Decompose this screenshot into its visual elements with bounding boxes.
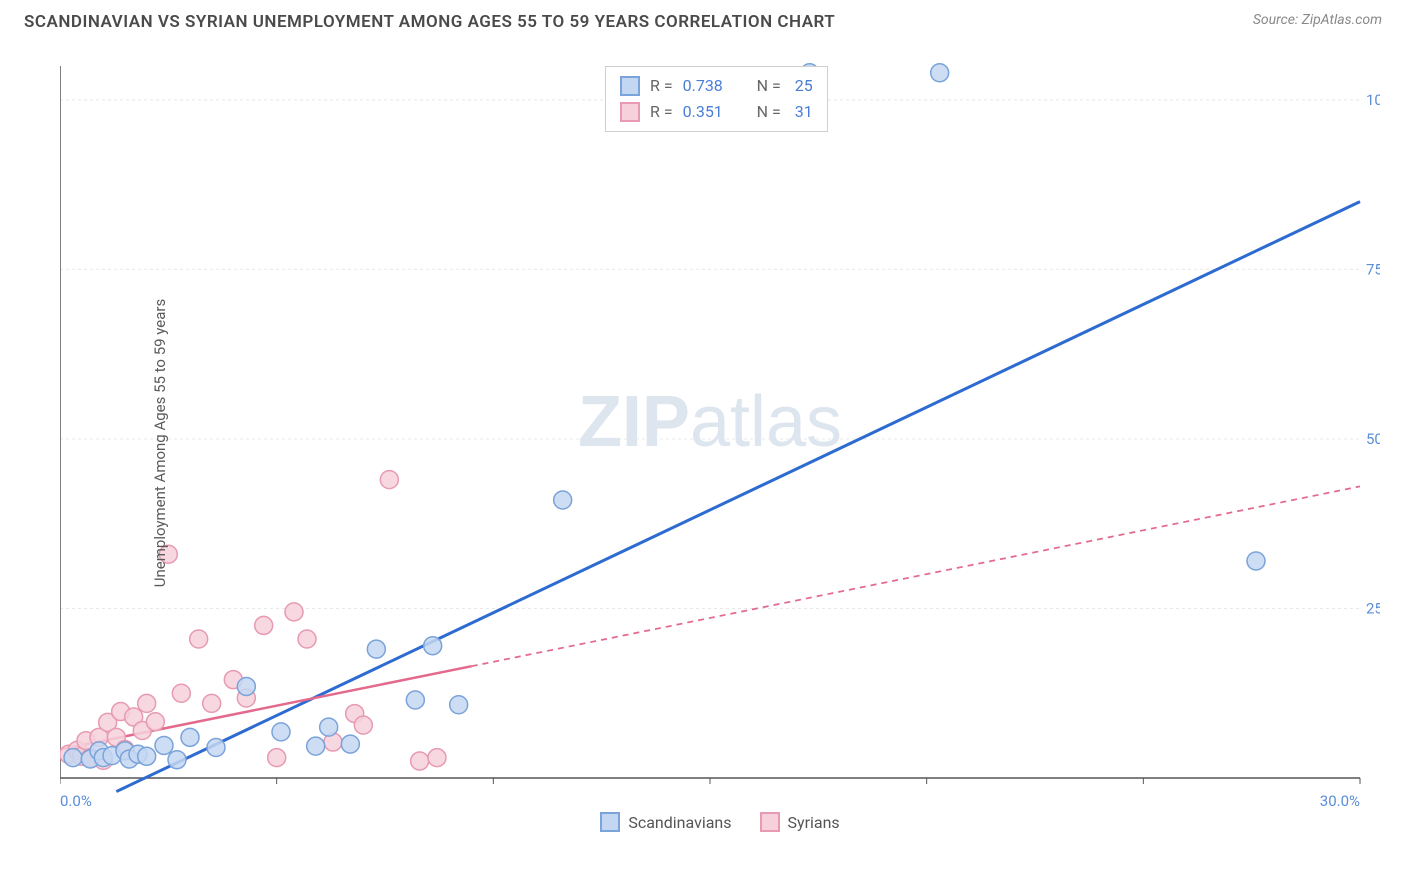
correlation-chart: Unemployment Among Ages 55 to 59 years Z… [60, 48, 1380, 838]
svg-text:25.0%: 25.0% [1366, 599, 1380, 617]
svg-text:50.0%: 50.0% [1366, 430, 1380, 448]
svg-text:ZIPatlas: ZIPatlas [578, 382, 842, 462]
series-swatch [760, 812, 780, 832]
series-swatch [600, 812, 620, 832]
series-label: Scandinavians [628, 813, 731, 832]
source-attribution: Source: ZipAtlas.com [1253, 12, 1382, 28]
legend-series: Scandinavians Syrians [60, 812, 1380, 832]
svg-text:100.0%: 100.0% [1366, 91, 1380, 109]
legend-series-item: Syrians [760, 812, 840, 832]
page-title: SCANDINAVIAN VS SYRIAN UNEMPLOYMENT AMON… [24, 12, 835, 32]
legend-series-item: Scandinavians [600, 812, 731, 832]
series-label: Syrians [788, 813, 840, 832]
y-axis-label: Unemployment Among Ages 55 to 59 years [151, 299, 169, 587]
svg-text:30.0%: 30.0% [1320, 792, 1360, 810]
svg-text:0.0%: 0.0% [60, 792, 92, 810]
svg-text:75.0%: 75.0% [1366, 260, 1380, 278]
chart-canvas: ZIPatlas 25.0% 50.0% 75.0% 100.0% 0.0% 30.0% [60, 48, 1380, 838]
